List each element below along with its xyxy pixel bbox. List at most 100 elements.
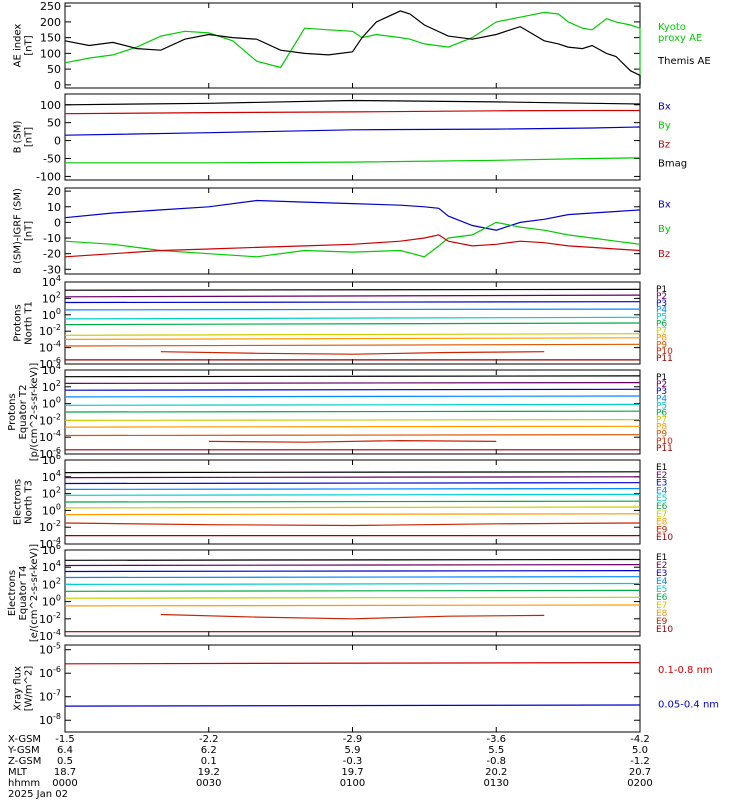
ephemeris-value: 19.2 <box>198 767 220 778</box>
y-axis-label: ElectronsEquator T4[e/(cm^2-s-sr-keV)] <box>7 544 40 642</box>
y-tick-exponent: -4 <box>53 628 61 637</box>
panel-2: -100 -50 0 50 100 B (SM)[nT] Bx By Bz Bmag <box>13 93 687 183</box>
ephemeris-row-label: MLT <box>8 767 28 778</box>
y-tick-exponent: -2 <box>53 611 61 620</box>
legend-entry: P11 <box>656 354 673 364</box>
y-tick-label: 100 <box>42 396 61 411</box>
legend-entry: E2 <box>656 471 667 481</box>
legend-entry: P7 <box>656 326 667 336</box>
legend-entry: Bz <box>658 249 670 260</box>
y-tick-label: 10-4 <box>39 340 61 355</box>
series-line-p5 <box>64 316 641 320</box>
legend-entry: P5 <box>656 313 667 323</box>
series-line-e9 <box>160 613 545 620</box>
ephemeris-value: 0.1 <box>201 756 217 767</box>
y-axis-label-line: AE index <box>13 24 24 68</box>
y-axis-label-line: B (SM) <box>13 120 24 153</box>
ephemeris-row-label: X-GSM <box>8 734 41 745</box>
y-tick-label: 100 <box>42 307 61 322</box>
y-tick-exponent: 2 <box>56 290 61 299</box>
legend-entry: E3 <box>656 479 667 489</box>
y-tick-exponent: 2 <box>56 576 61 585</box>
series-line-e1 <box>64 558 641 561</box>
series-line-p8 <box>64 337 641 340</box>
y-axis-label: B (SM)[nT] <box>13 120 35 153</box>
legend-entry: P4 <box>656 394 667 404</box>
legend-entry-line: By <box>658 120 671 131</box>
series-line-e1 <box>64 471 641 474</box>
y-tick-label: 10-8 <box>39 712 61 727</box>
legend-entry: E2 <box>656 561 667 571</box>
series-line-e8 <box>64 604 641 607</box>
panel-frame <box>64 644 641 733</box>
ephemeris-value: 20.7 <box>629 767 651 778</box>
legend-entry: E1 <box>656 463 667 473</box>
legend-entry-line: Bx <box>658 101 671 112</box>
legend-entry: P2 <box>656 380 667 390</box>
legend-entry-line: Bmag <box>658 159 687 170</box>
legend-entry: P2 <box>656 292 667 302</box>
legend-entry: P10 <box>656 347 673 357</box>
legend-entry: P3 <box>656 387 667 397</box>
ephemeris-value: -2.2 <box>199 734 219 745</box>
y-tick-label: 200 <box>40 16 61 29</box>
y-tick-label: 104 <box>42 274 61 289</box>
legend-entry: E5 <box>656 585 667 595</box>
ephemeris-row-label: hhmm <box>8 778 40 789</box>
legend-entry-line: 0.05-0.4 nm <box>658 700 719 711</box>
legend-entry: P8 <box>656 333 667 343</box>
y-tick-label: -10 <box>43 232 61 245</box>
series-line-p5 <box>64 403 641 406</box>
y-tick-label: 104 <box>42 559 61 574</box>
legend-entry: E8 <box>656 518 668 528</box>
ephemeris-value: 5.5 <box>488 745 504 756</box>
legend-entry: E7 <box>656 510 667 520</box>
y-tick-label: 10-2 <box>39 412 61 427</box>
y-tick-exponent: -2 <box>53 519 61 528</box>
y-axis-label-line: Protons <box>13 304 24 341</box>
series-line-p8 <box>64 425 641 428</box>
y-axis-label: Xray flux[W/m^2] <box>13 666 35 712</box>
legend-entry: 0.05-0.4 nm <box>658 700 719 711</box>
series-line-p10 <box>160 351 545 355</box>
y-axis-label-line: [nT] <box>24 35 35 55</box>
y-tick-label: 10-2 <box>39 611 61 626</box>
y-tick-exponent: 2 <box>56 379 61 388</box>
y-tick-label: 0 <box>54 135 61 148</box>
series-line-e3 <box>64 482 641 485</box>
series-line-bz <box>64 109 640 115</box>
y-tick-exponent: -4 <box>53 340 61 349</box>
y-tick-exponent: -2 <box>53 412 61 421</box>
y-axis-label: ElectronsNorth T3 <box>13 479 35 525</box>
ephemeris-value: -1.5 <box>55 734 75 745</box>
series-line-p1 <box>64 288 641 291</box>
series-line-0-1-0-8-nm <box>64 661 641 665</box>
y-axis-label-line: Xray flux <box>13 666 24 711</box>
legend-entry: E9 <box>656 617 668 627</box>
y-tick-exponent: 4 <box>56 274 61 283</box>
legend-entry: E4 <box>656 486 668 496</box>
legend-entry: P6 <box>656 408 667 418</box>
ephemeris-value: 6.2 <box>201 745 217 756</box>
ephemeris-value: 0.5 <box>57 756 73 767</box>
y-axis-label: ProtonsEquator T2[p/(cm^2-s-sr-keV)] <box>7 363 40 462</box>
y-tick-label: 102 <box>42 290 61 305</box>
ephemeris-row-label: Y-GSM <box>7 745 40 756</box>
series-line-e9 <box>64 522 641 527</box>
ephemeris-value: -0.3 <box>343 756 363 767</box>
series-line-by <box>65 157 641 164</box>
legend-entry: P3 <box>656 299 667 309</box>
ephemeris-value: 0030 <box>196 778 221 789</box>
series-line-p7 <box>64 333 641 336</box>
y-axis-label: ProtonsNorth T1 <box>13 301 35 345</box>
y-tick-label: 10-2 <box>39 323 61 338</box>
y-tick-label: 100 <box>40 99 61 112</box>
y-axis-label-line: [nT] <box>24 127 35 147</box>
legend-entry: P11 <box>656 444 673 454</box>
series-line-p9 <box>64 434 641 437</box>
